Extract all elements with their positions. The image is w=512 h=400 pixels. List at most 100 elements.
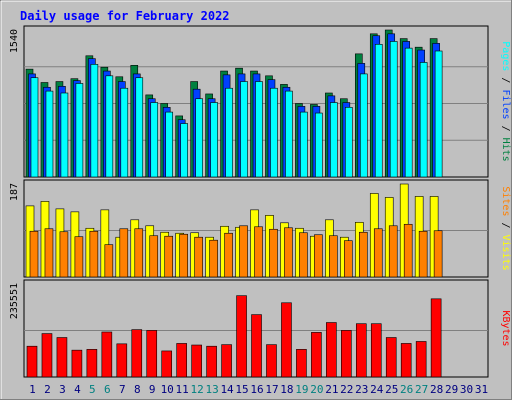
panel-hits-files-pages: 1540 Pages / Files / Hits [9, 25, 511, 178]
bar-kbytes-day-14 [221, 344, 232, 378]
bar-sites-day-18 [284, 227, 293, 278]
x-tick-day-15: 15 [235, 383, 248, 396]
bar-kbytes-day-8 [131, 329, 143, 378]
bar-kbytes-day-10 [161, 350, 173, 378]
x-tick-day-24: 24 [370, 383, 384, 396]
x-tick-day-13: 13 [205, 383, 218, 396]
bar-pages-day-12 [195, 98, 203, 178]
x-tick-day-11: 11 [176, 383, 189, 396]
ymax-label: 235551 [9, 283, 20, 319]
right-legend-kbytes: KBytes [500, 310, 511, 346]
bar-sites-day-3 [59, 231, 69, 278]
bar-pages-day-23 [359, 73, 368, 178]
bar-kbytes-day-7 [116, 343, 128, 378]
bar-pages-day-21 [330, 102, 338, 178]
legend-pages: Pages [500, 41, 511, 71]
bar-sites-day-11 [179, 233, 188, 278]
x-tick-day-27: 27 [415, 383, 428, 396]
legend-visits: Visits [500, 235, 511, 271]
panel-visits-sites: 187 Sites / Visits [9, 179, 511, 278]
bar-pages-day-2 [45, 90, 54, 178]
bar-kbytes-day-3 [56, 337, 68, 378]
bar-pages-day-16 [255, 81, 263, 178]
bar-sites-day-20 [314, 234, 323, 278]
x-tick-day-20: 20 [310, 383, 323, 396]
bar-kbytes-day-28 [430, 298, 442, 378]
bar-kbytes-day-25 [385, 337, 397, 378]
bar-pages-day-14 [225, 87, 233, 178]
bar-kbytes-day-18 [281, 302, 292, 378]
x-tick-day-31: 31 [475, 383, 488, 396]
bar-kbytes-day-5 [86, 349, 98, 378]
x-tick-day-2: 2 [44, 383, 51, 396]
x-tick-day-18: 18 [280, 383, 293, 396]
bar-sites-day-5 [89, 230, 99, 278]
bar-pages-day-19 [300, 111, 308, 178]
bar-sites-day-4 [74, 236, 84, 278]
bar-pages-day-27 [419, 62, 428, 178]
right-legend-visits-sites: Sites / Visits [500, 186, 511, 270]
bar-sites-day-28 [433, 230, 443, 278]
bar-kbytes-day-17 [266, 344, 277, 378]
bar-pages-day-13 [210, 102, 218, 178]
x-tick-day-14: 14 [220, 383, 234, 396]
legend-sites: Sites [500, 186, 511, 216]
bar-sites-day-6 [104, 244, 114, 278]
bar-sites-day-23 [358, 231, 368, 278]
x-tick-day-21: 21 [325, 383, 338, 396]
bar-sites-day-22 [344, 240, 353, 278]
x-tick-day-12: 12 [191, 383, 204, 396]
bar-kbytes-day-6 [101, 331, 113, 378]
bar-kbytes-day-2 [41, 333, 53, 378]
bar-kbytes-day-19 [296, 349, 307, 378]
x-tick-day-5: 5 [89, 383, 96, 396]
bar-kbytes-day-24 [370, 323, 382, 378]
bar-sites-day-25 [388, 225, 398, 278]
x-tick-day-23: 23 [355, 383, 368, 396]
x-tick-day-30: 30 [460, 383, 473, 396]
bar-sites-day-26 [403, 223, 413, 278]
bar-pages-day-18 [285, 90, 293, 178]
bar-sites-day-17 [269, 228, 278, 278]
bar-kbytes-day-23 [355, 323, 367, 378]
bar-pages-day-24 [374, 44, 383, 178]
bar-pages-day-1 [30, 77, 39, 178]
bar-pages-day-6 [105, 75, 114, 178]
legend-kbytes: KBytes [500, 310, 511, 346]
bar-kbytes-day-12 [191, 344, 202, 378]
bar-pages-day-9 [150, 102, 159, 178]
x-tick-day-25: 25 [385, 383, 398, 396]
bar-kbytes-day-21 [326, 322, 337, 378]
x-tick-day-19: 19 [295, 383, 308, 396]
bar-pages-day-11 [180, 123, 188, 178]
panel-kbytes: 235551 KBytes [9, 279, 511, 378]
bar-sites-day-1 [29, 230, 39, 278]
bar-kbytes-day-1 [26, 345, 38, 378]
x-tick-day-17: 17 [265, 383, 278, 396]
bar-sites-day-19 [299, 232, 308, 278]
x-tick-day-3: 3 [59, 383, 66, 396]
x-tick-day-9: 9 [149, 383, 156, 396]
bar-sites-day-21 [329, 235, 338, 278]
x-tick-day-10: 10 [161, 383, 174, 396]
bar-sites-day-14 [224, 232, 233, 278]
bar-pages-day-4 [75, 83, 84, 178]
bar-pages-day-22 [345, 107, 353, 178]
legend-separator: / [500, 216, 511, 234]
bar-kbytes-day-27 [415, 341, 427, 378]
bar-pages-day-28 [434, 50, 443, 178]
bar-kbytes-day-4 [71, 349, 83, 378]
x-tick-day-8: 8 [134, 383, 141, 396]
bar-sites-day-16 [254, 226, 263, 278]
legend-separator: / [500, 120, 511, 138]
bar-kbytes-day-13 [206, 345, 217, 378]
x-tick-day-22: 22 [340, 383, 353, 396]
bar-sites-day-7 [119, 228, 129, 278]
bar-pages-day-7 [120, 87, 129, 178]
bar-pages-day-25 [389, 41, 398, 178]
bar-pages-day-20 [315, 112, 323, 178]
bar-kbytes-day-22 [341, 330, 352, 378]
ymax-label: 1540 [9, 29, 20, 53]
legend-hits: Hits [500, 138, 511, 162]
